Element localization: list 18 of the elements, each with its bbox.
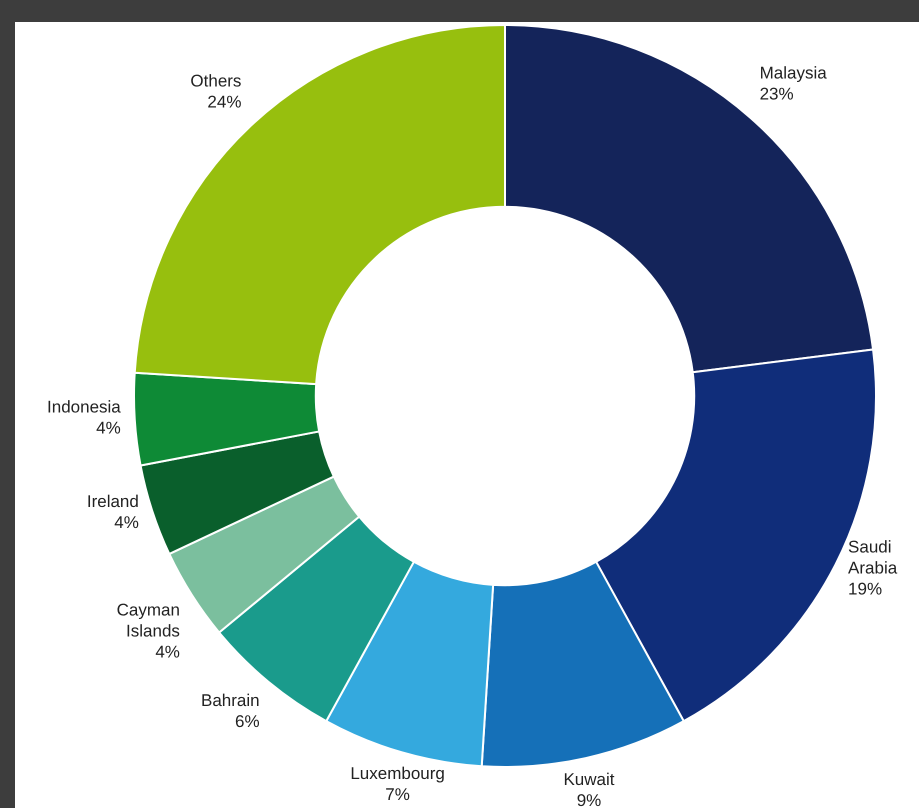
slice-label: Bahrain <box>200 690 260 710</box>
slice-label: Malaysia <box>760 63 828 82</box>
slice-label: Cayman Islands <box>116 600 180 640</box>
slice-label: Saudi Arabia <box>848 537 898 578</box>
data-label: 4% <box>114 513 139 532</box>
data-label: 6% <box>235 712 260 731</box>
data-label: 23% <box>760 84 794 104</box>
data-label: 7% <box>385 784 410 804</box>
data-label: 4% <box>96 418 121 438</box>
slice-label: Others <box>190 72 242 91</box>
slice-label: Kuwait <box>563 770 615 789</box>
slice-label: Ireland <box>86 492 139 512</box>
slice-label: Luxembourg <box>350 764 445 783</box>
data-label: 9% <box>576 790 602 808</box>
slice-label: Indonesia <box>47 397 122 416</box>
data-label: 19% <box>848 579 882 598</box>
data-label: 4% <box>155 642 180 662</box>
data-label: 24% <box>207 92 242 112</box>
